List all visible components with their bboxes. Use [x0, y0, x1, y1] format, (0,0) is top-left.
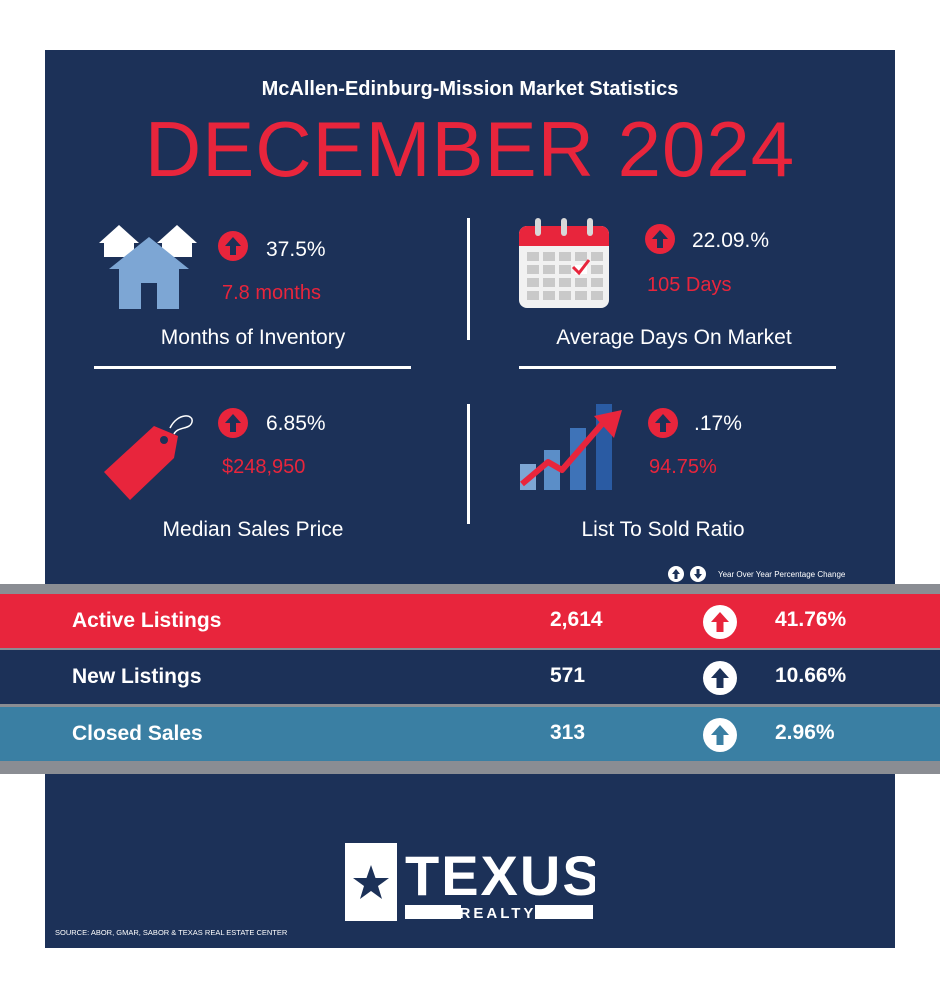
- arrow-up-icon: [218, 408, 248, 438]
- row-value: 2,614: [550, 608, 603, 631]
- page-title: DECEMBER 2024: [144, 105, 796, 193]
- days-on-market-label: Average Days On Market: [556, 326, 792, 349]
- median-price-label: Median Sales Price: [162, 518, 344, 541]
- list-to-sold-label: List To Sold Ratio: [581, 518, 745, 541]
- inventory-change: 37.5%: [266, 238, 326, 261]
- list-to-sold-change: .17%: [694, 412, 742, 435]
- row-change: 2.96%: [775, 721, 835, 744]
- median-price-change: 6.85%: [266, 412, 326, 435]
- days-on-market-change: 22.09.%: [692, 229, 770, 252]
- row-label: Closed Sales: [72, 722, 203, 745]
- table-row: New Listings 571 10.66%: [0, 650, 940, 704]
- row-change: 41.76%: [775, 608, 847, 631]
- arrow-up-icon: [645, 224, 675, 254]
- arrow-up-icon: [703, 661, 737, 695]
- row-label: New Listings: [72, 665, 202, 688]
- inventory-label: Months of Inventory: [160, 326, 346, 349]
- median-price-value: $248,950: [222, 456, 306, 478]
- source-note: SOURCE: ABOR, GMAR, SABOR & TEXAS REAL E…: [55, 928, 288, 937]
- legend-text: Year Over Year Percentage Change: [718, 570, 846, 579]
- list-to-sold-value: 94.75%: [649, 456, 717, 478]
- table-row: Closed Sales 313 2.96%: [0, 707, 940, 761]
- texus-realty-logo: TEXUS REALTY: [345, 843, 595, 922]
- row-change: 10.66%: [775, 664, 847, 687]
- arrow-down-icon: [690, 566, 706, 582]
- page-subtitle: McAllen-Edinburg-Mission Market Statisti…: [261, 78, 679, 100]
- divider-vertical-bottom: [467, 404, 470, 524]
- houses-icon: [99, 225, 197, 309]
- inventory-value: 7.8 months: [222, 282, 321, 304]
- logo-tag: REALTY: [460, 905, 537, 922]
- growth-chart-icon: [520, 404, 622, 490]
- arrow-up-icon: [218, 231, 248, 261]
- arrow-up-icon: [668, 566, 684, 582]
- row-value: 313: [550, 721, 586, 744]
- logo-name: TEXUS: [405, 844, 595, 907]
- arrow-up-icon: [703, 605, 737, 639]
- days-on-market-value: 105 Days: [647, 274, 732, 296]
- divider-horizontal-right: [519, 366, 836, 369]
- infographic-panel: [45, 50, 895, 948]
- price-tag-icon: [104, 415, 193, 500]
- arrow-up-icon: [703, 718, 737, 752]
- row-value: 571: [550, 664, 586, 687]
- table-row: Active Listings 2,614 41.76%: [0, 594, 940, 648]
- calendar-icon: [519, 218, 609, 308]
- divider-vertical-top: [467, 218, 470, 340]
- row-label: Active Listings: [72, 609, 222, 632]
- arrow-up-icon: [648, 408, 678, 438]
- divider-horizontal-left: [94, 366, 411, 369]
